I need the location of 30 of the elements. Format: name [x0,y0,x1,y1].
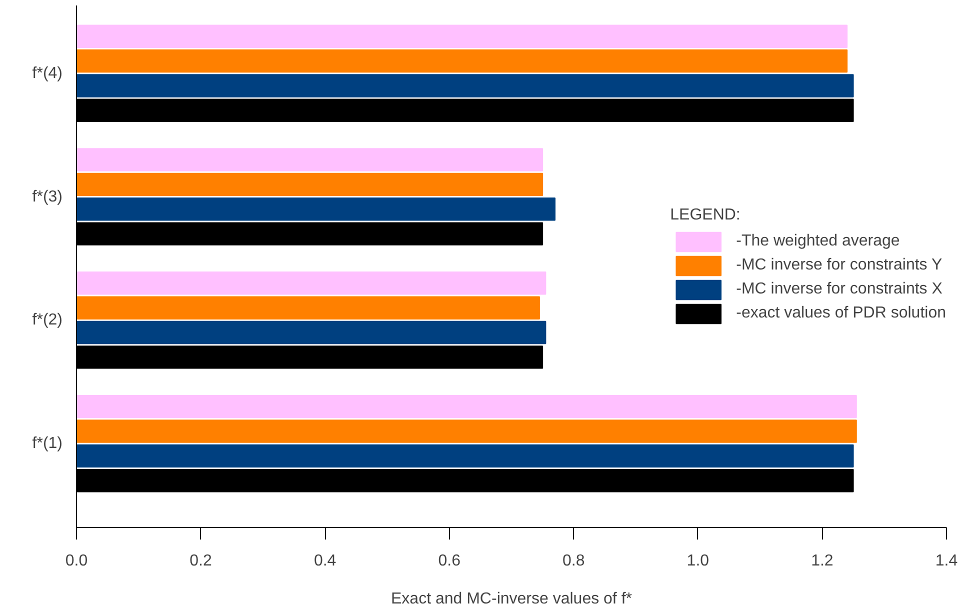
bar [76,49,848,73]
x-axis-title: Exact and MC-inverse values of f* [391,590,632,608]
x-tick-label: 0.4 [314,552,336,570]
x-tick-label: 1.0 [686,552,710,570]
bar [76,198,556,221]
y-tick-label: f*(4) [32,64,63,82]
x-tick-label: 1.2 [811,552,834,570]
legend-title: LEGEND: [670,206,742,224]
legend-label: -MC inverse for constraints X [736,280,942,300]
bar [76,24,848,48]
legend-label: -exact values of PDR solution [736,304,946,324]
bar [76,74,854,98]
bar [76,272,546,295]
y-tick-label: f*(1) [32,435,63,452]
legend-label: -The weighted average [736,232,900,252]
bar [76,296,540,320]
bar [76,172,544,196]
x-tick-label: 1.4 [935,552,958,570]
x-tick-label: 0.2 [190,552,212,570]
x-tick-label: 0.6 [438,552,461,570]
bar [76,148,544,172]
bar [76,420,857,443]
bar [76,320,546,344]
x-tick-label: 0.0 [65,552,88,570]
y-tick-label: f*(2) [32,312,63,329]
bar [76,394,857,418]
bar [76,444,854,468]
y-tick-label: f*(3) [32,188,63,206]
x-tick-label: 0.8 [562,552,585,570]
legend-label: -MC inverse for constraints Y [736,256,942,276]
